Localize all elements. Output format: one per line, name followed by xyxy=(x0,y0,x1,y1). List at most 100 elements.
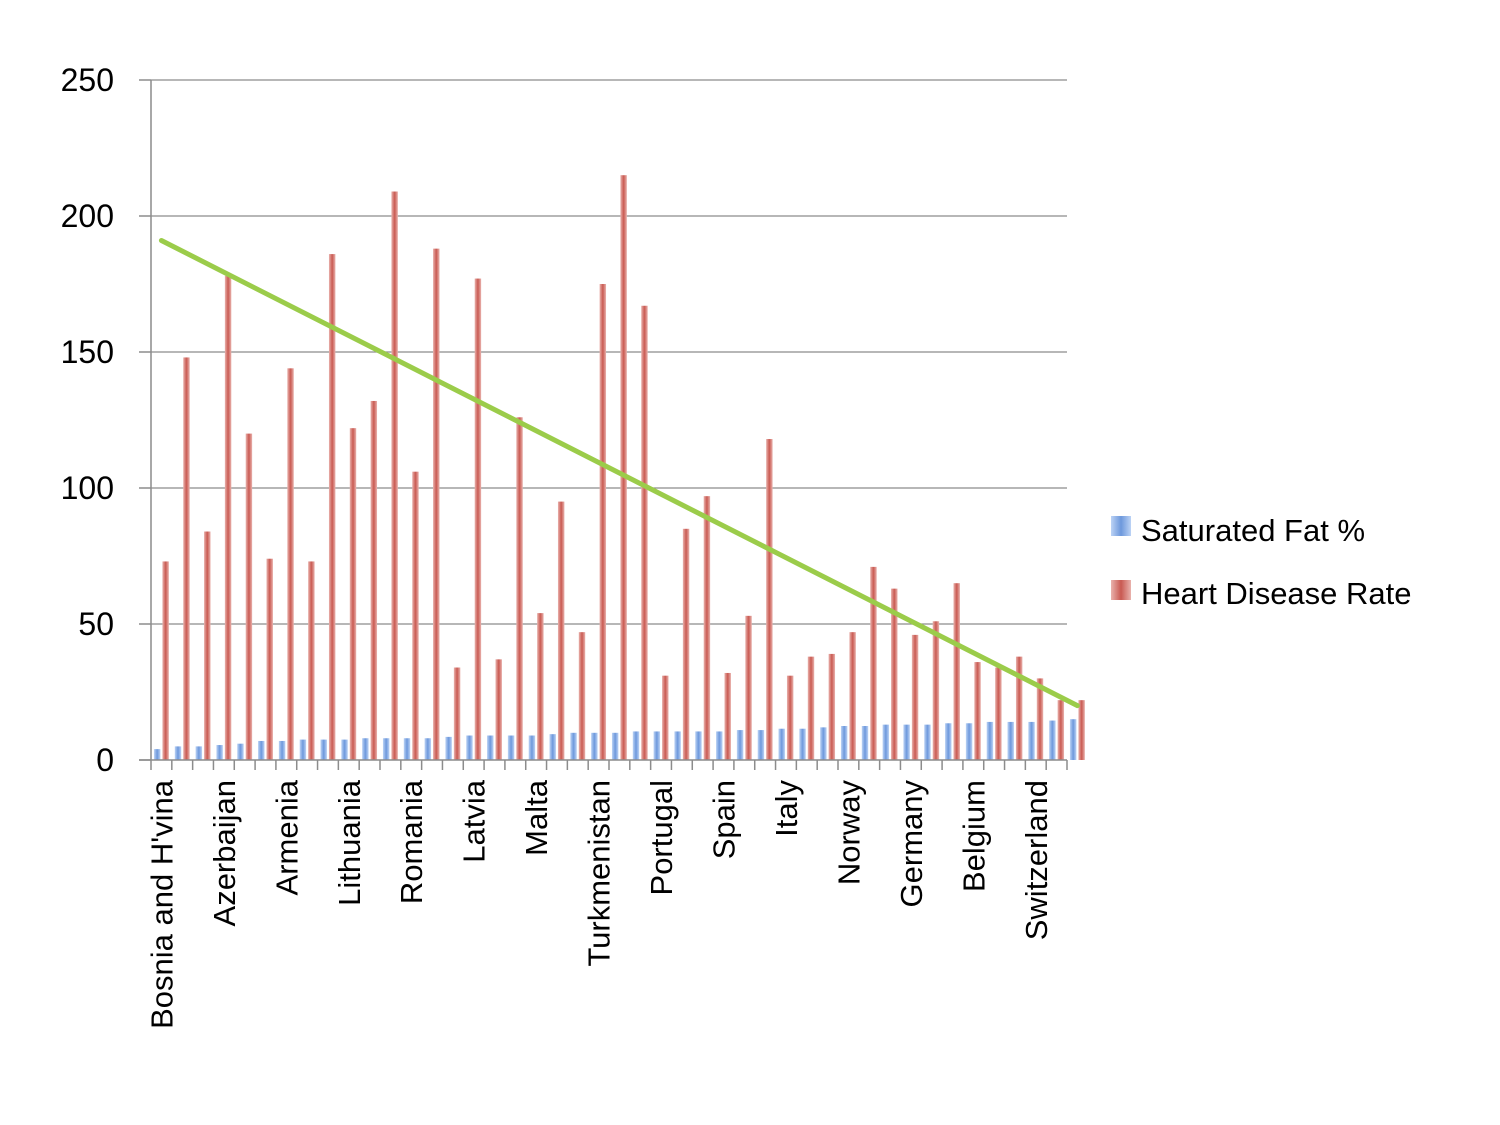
bar-saturated-fat xyxy=(632,731,640,760)
bar-heart-disease xyxy=(911,634,919,760)
bar-saturated-fat xyxy=(424,738,432,760)
bar-saturated-fat xyxy=(903,724,910,760)
y-tick-label: 250 xyxy=(61,62,114,98)
y-tick-label: 50 xyxy=(78,606,114,642)
x-tick-label: Bosnia and H'vina xyxy=(144,779,179,1029)
bar-saturated-fat xyxy=(716,731,723,760)
bar-heart-disease xyxy=(620,175,627,760)
bar-saturated-fat xyxy=(299,739,307,760)
bar-heart-disease xyxy=(557,501,565,760)
bar-heart-disease xyxy=(391,191,398,760)
x-tick-label: Switzerland xyxy=(1019,780,1054,940)
bar-saturated-fat xyxy=(861,726,869,760)
trendline-segment xyxy=(158,237,1080,709)
bar-saturated-fat xyxy=(757,730,765,760)
bar-heart-disease xyxy=(682,528,690,760)
bar-heart-disease xyxy=(287,368,294,760)
bar-heart-disease xyxy=(828,653,836,760)
bar-saturated-fat xyxy=(653,731,661,760)
x-tick-label: Norway xyxy=(831,780,866,886)
bar-heart-disease xyxy=(204,531,211,760)
bar-heart-disease xyxy=(495,659,502,760)
bar-saturated-fat xyxy=(320,739,327,760)
bar-saturated-fat xyxy=(382,738,390,760)
x-tick-label: Spain xyxy=(707,780,742,859)
bar-heart-disease xyxy=(974,662,981,760)
bar-saturated-fat xyxy=(882,724,890,760)
bar-heart-disease xyxy=(1015,656,1023,760)
bar-heart-disease xyxy=(328,254,336,760)
bar-saturated-fat xyxy=(153,749,161,760)
axes xyxy=(139,79,1068,770)
bar-heart-disease xyxy=(412,471,419,760)
x-tick-label: Azerbaijan xyxy=(207,780,242,926)
bar-saturated-fat xyxy=(965,723,973,760)
bar-heart-disease xyxy=(870,566,877,760)
x-tick-label: Romania xyxy=(394,779,429,904)
bar-saturated-fat xyxy=(986,721,994,760)
bar-heart-disease xyxy=(641,305,648,760)
x-tick-label: Lithuania xyxy=(332,779,367,906)
bar-saturated-fat xyxy=(674,731,681,760)
x-tick-label: Germany xyxy=(894,780,929,908)
bar-heart-disease xyxy=(1057,700,1065,760)
bar-saturated-fat xyxy=(1028,721,1035,760)
bar-heart-disease xyxy=(433,248,440,760)
bar-saturated-fat xyxy=(799,728,806,760)
bar-heart-disease xyxy=(245,433,253,760)
y-tick-label: 200 xyxy=(61,198,114,234)
bar-heart-disease xyxy=(953,583,960,760)
bar-heart-disease xyxy=(786,675,794,760)
x-tick-label: Malta xyxy=(519,779,554,856)
bars xyxy=(153,175,1085,760)
bar-saturated-fat xyxy=(778,728,785,760)
bar-heart-disease xyxy=(766,439,773,760)
bar-heart-disease xyxy=(1036,678,1044,760)
bar-heart-disease xyxy=(453,667,461,760)
y-tick-label: 150 xyxy=(61,334,114,370)
bar-saturated-fat xyxy=(611,732,619,760)
bar-saturated-fat xyxy=(237,743,244,760)
x-tick-label: Belgium xyxy=(956,780,991,892)
bar-heart-disease xyxy=(578,632,586,760)
bar-heart-disease xyxy=(849,632,856,760)
bar-heart-disease xyxy=(745,615,752,760)
x-tick-label: Turkmenistan xyxy=(582,780,617,967)
bar-saturated-fat xyxy=(528,735,536,760)
bar-heart-disease xyxy=(724,672,731,760)
bar-saturated-fat xyxy=(736,730,744,760)
bar-heart-disease xyxy=(516,417,523,760)
bar-heart-disease xyxy=(995,667,1002,760)
trendline xyxy=(158,237,1080,709)
bar-heart-disease xyxy=(183,357,190,760)
bar-saturated-fat xyxy=(695,731,702,760)
bar-saturated-fat xyxy=(1069,719,1077,760)
bar-heart-disease xyxy=(308,561,315,760)
bar-heart-disease xyxy=(162,561,169,760)
bar-heart-disease xyxy=(1078,700,1085,760)
bar-saturated-fat xyxy=(174,746,182,760)
bar-heart-disease xyxy=(599,284,607,760)
bar-heart-disease xyxy=(537,613,544,760)
legend-label-heart-disease: Heart Disease Rate xyxy=(1141,576,1412,611)
x-tick-label: Italy xyxy=(769,780,804,837)
y-tick-labels: 0 50 100 150 200 250 xyxy=(61,62,114,778)
bar-saturated-fat xyxy=(403,738,411,760)
legend-swatch-heart-disease xyxy=(1111,580,1131,600)
bar-heart-disease xyxy=(474,278,482,760)
bar-heart-disease xyxy=(703,496,711,760)
bar-heart-disease xyxy=(662,675,669,760)
bar-saturated-fat xyxy=(549,734,556,760)
bar-saturated-fat xyxy=(466,735,473,760)
bar-saturated-fat xyxy=(591,732,598,760)
bar-heart-disease xyxy=(891,588,898,760)
bar-saturated-fat xyxy=(1049,720,1056,760)
bar-saturated-fat xyxy=(341,739,348,760)
bar-heart-disease xyxy=(224,275,232,760)
bar-saturated-fat xyxy=(195,746,203,760)
bar-saturated-fat xyxy=(840,726,848,760)
bar-saturated-fat xyxy=(820,727,827,760)
y-tick-label: 100 xyxy=(61,470,114,506)
bar-saturated-fat xyxy=(445,736,452,760)
